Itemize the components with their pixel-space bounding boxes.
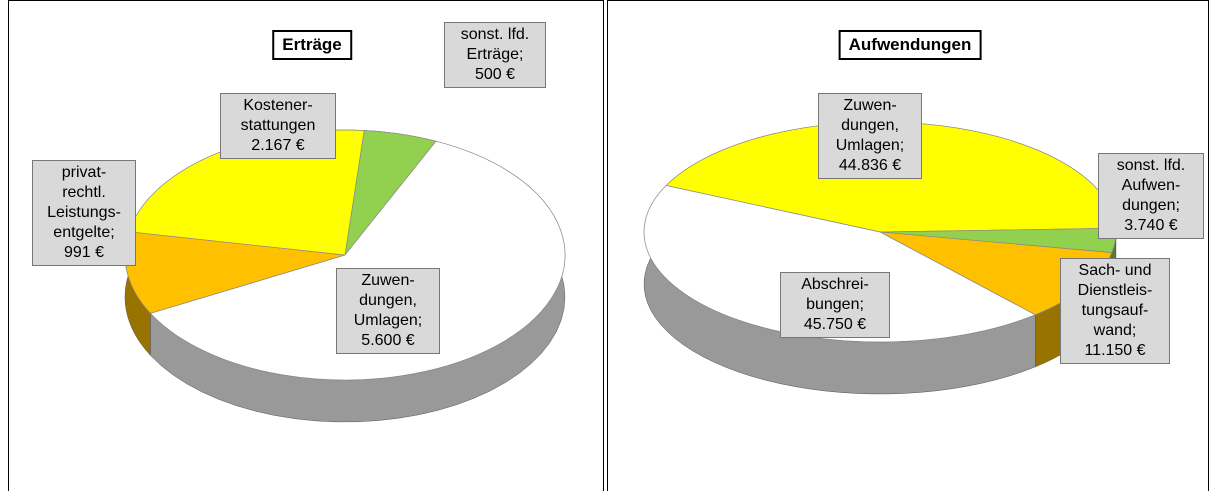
- data-label: Sach- und Dienstleis- tungsauf- wand; 11.…: [1060, 258, 1170, 364]
- value-label: 44.836 €: [838, 157, 902, 174]
- chart-panel: [607, 0, 1209, 491]
- value-label: 11.150 €: [1084, 342, 1146, 359]
- category-label: sonst. lfd. Erträge;: [460, 26, 530, 63]
- category-label: Kostener- stattungen: [240, 97, 316, 134]
- data-label: Zuwen- dungen, Umlagen; 44.836 €: [818, 93, 922, 179]
- category-label: Zuwen- dungen, Umlagen;: [353, 272, 423, 329]
- pie-slice: [643, 185, 1037, 343]
- category-label: Abschrei- bungen;: [801, 276, 869, 313]
- value-label: 45.750 €: [803, 316, 867, 333]
- value-label: 2.167 €: [251, 137, 305, 154]
- value-label: 991 €: [63, 244, 105, 261]
- data-label: sonst. lfd. Aufwen- dungen; 3.740 €: [1098, 153, 1204, 239]
- category-label: sonst. lfd. Aufwen- dungen;: [1116, 157, 1186, 214]
- pie-slice: [149, 140, 566, 381]
- chart-title: Aufwendungen: [838, 30, 982, 60]
- chart-title: Erträge: [272, 30, 352, 60]
- data-label: privat- rechtl. Leistungs- entgelte; 991 …: [32, 160, 136, 266]
- value-label: 5.600 €: [361, 332, 415, 349]
- data-label: Abschrei- bungen; 45.750 €: [780, 272, 890, 338]
- value-label: 500 €: [474, 66, 516, 83]
- chart-panel: [8, 0, 604, 491]
- value-label: 3.740 €: [1124, 217, 1178, 234]
- data-label: Kostener- stattungen 2.167 €: [220, 93, 336, 159]
- category-label: privat- rechtl. Leistungs- entgelte;: [47, 164, 121, 241]
- category-label: Zuwen- dungen, Umlagen;: [835, 97, 905, 154]
- data-label: sonst. lfd. Erträge; 500 €: [444, 22, 546, 88]
- data-label: Zuwen- dungen, Umlagen; 5.600 €: [336, 268, 440, 354]
- category-label: Sach- und Dienstleis- tungsauf- wand;: [1077, 262, 1153, 339]
